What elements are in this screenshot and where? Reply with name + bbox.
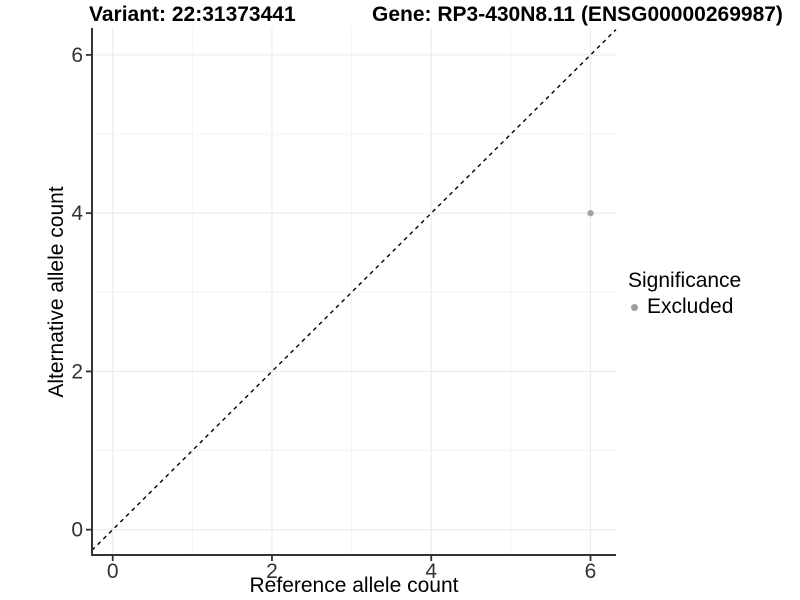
plot-title-gene: Gene: RP3-430N8.11 (ENSG00000269987) [372,3,783,26]
legend-point-icon [631,303,638,311]
legend-title: Significance [628,269,742,292]
y-tick-label: 6 [71,44,83,67]
x-tick-label: 4 [425,560,437,583]
legend-item-label: Excluded [647,295,734,319]
data-point [587,209,594,217]
legend: Significance Excluded [628,269,741,319]
y-tick-label: 0 [71,519,83,542]
plot-title-variant: Variant: 22:31373441 [89,3,296,26]
y-tick-label: 2 [71,360,83,383]
identity-line [91,29,617,551]
y-axis-title: Alternative allele count [45,186,68,398]
x-axis-title: Reference allele count [249,574,459,597]
legend-item-excluded: Excluded [628,295,741,319]
x-tick-label: 2 [266,560,278,583]
x-tick-label: 0 [107,560,119,583]
x-tick-label: 6 [585,560,597,583]
y-tick-label: 4 [71,202,83,225]
